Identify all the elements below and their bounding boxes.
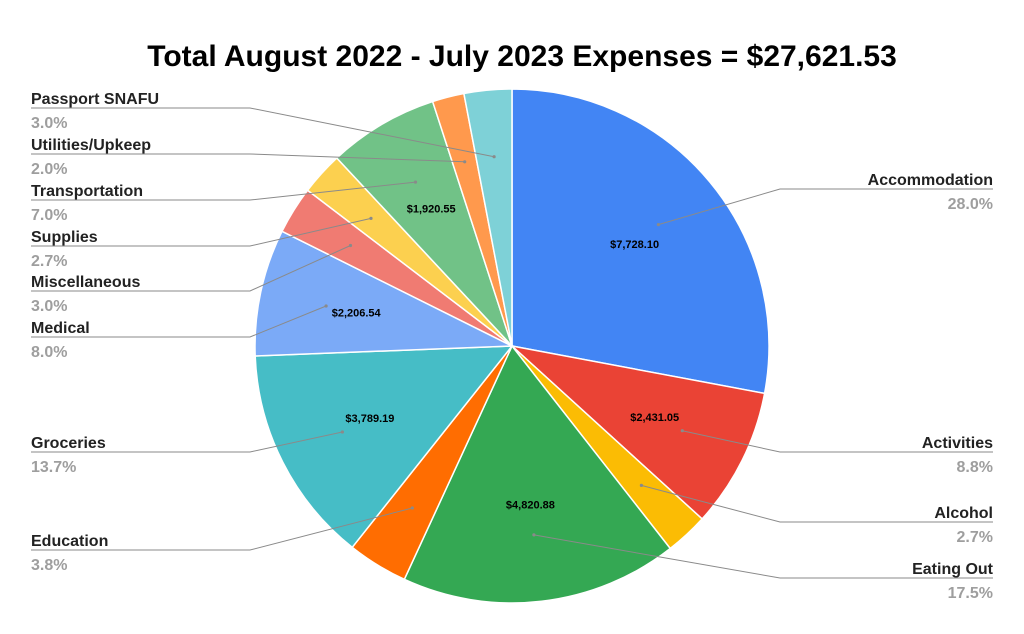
slice-value-label-accommodation: $7,728.10 xyxy=(610,239,659,251)
slice-groceries xyxy=(254,345,514,549)
leader-dot-transportation xyxy=(413,180,418,184)
leader-dot-accommodation xyxy=(656,223,661,227)
leader-dot-miscellaneous xyxy=(348,243,353,248)
callout-percent-passport-snafu: 3.0% xyxy=(31,115,67,132)
leader-line-alcohol xyxy=(641,484,993,523)
callout-name-utilities-upkeep: Utilities/Upkeep xyxy=(31,137,151,154)
slice-value-label-activities: $2,431.05 xyxy=(630,412,679,424)
slice-transportation xyxy=(335,100,513,347)
callout-percent-groceries: 13.7% xyxy=(31,459,76,476)
leader-dot-alcohol xyxy=(639,483,644,487)
slice-value-label-transportation: $1,920.55 xyxy=(407,204,456,216)
callout-name-groceries: Groceries xyxy=(31,435,106,452)
callout-name-education: Education xyxy=(31,533,108,550)
leader-line-medical xyxy=(31,305,327,338)
leader-dot-utilities-upkeep xyxy=(463,160,467,164)
callout-percent-activities: 8.8% xyxy=(957,459,993,476)
callout-name-accommodation: Accommodation xyxy=(868,172,993,189)
callout-percent-supplies: 2.7% xyxy=(31,253,67,270)
leader-dot-activities xyxy=(680,429,684,433)
pie-slices xyxy=(254,88,770,604)
leader-lines xyxy=(31,107,993,579)
leader-dot-eating-out xyxy=(532,533,536,537)
callout-name-supplies: Supplies xyxy=(31,229,98,246)
leader-line-transportation xyxy=(31,181,416,201)
slice-value-label-medical: $2,206.54 xyxy=(332,308,382,320)
callout-name-eating-out: Eating Out xyxy=(912,561,994,578)
callout-percent-accommodation: 28.0% xyxy=(948,196,993,213)
callout-percent-transportation: 7.0% xyxy=(31,207,67,224)
callout-name-alcohol: Alcohol xyxy=(934,505,993,522)
callout-labels: Accommodation 28.0% Activities 8.8% Alcohol 2… xyxy=(31,91,994,602)
callout-percent-education: 3.8% xyxy=(31,557,67,574)
leader-line-passport-snafu xyxy=(31,107,495,158)
callout-name-miscellaneous: Miscellaneous xyxy=(31,274,140,291)
slice-value-label-eating-out: $4,820.88 xyxy=(506,499,555,511)
leader-line-education xyxy=(31,507,413,551)
slice-value-label-groceries: $3,789.19 xyxy=(345,413,394,425)
leader-dot-education xyxy=(410,506,414,510)
callout-percent-eating-out: 17.5% xyxy=(948,585,993,602)
callout-percent-miscellaneous: 3.0% xyxy=(31,298,67,315)
leader-dot-groceries xyxy=(340,430,344,434)
leader-dot-medical xyxy=(324,304,328,308)
callout-name-transportation: Transportation xyxy=(31,183,143,200)
callout-name-activities: Activities xyxy=(922,435,993,452)
leader-line-eating-out xyxy=(533,534,993,579)
chart-title: Total August 2022 - July 2023 Expenses =… xyxy=(147,40,897,73)
slice-accommodation xyxy=(511,88,770,395)
callout-percent-alcohol: 2.7% xyxy=(957,529,993,546)
leader-line-activities xyxy=(682,430,993,453)
leader-line-groceries xyxy=(31,431,343,453)
slice-medical xyxy=(254,230,513,357)
leader-line-utilities-upkeep xyxy=(31,153,465,163)
slice-activities xyxy=(509,344,766,520)
callout-name-passport-snafu: Passport SNAFU xyxy=(31,91,159,108)
callout-name-medical: Medical xyxy=(31,320,90,337)
leader-line-miscellaneous xyxy=(31,245,351,292)
leader-line-supplies xyxy=(31,217,372,247)
slice-value-labels: $7,728.10 $2,431.05 $4,820.88 $3,789.19 $2,2… xyxy=(332,204,679,512)
callout-percent-medical: 8.0% xyxy=(31,344,67,361)
leader-dot-supplies xyxy=(369,216,373,220)
callout-percent-utilities-upkeep: 2.0% xyxy=(31,161,67,178)
leader-dot-passport-snafu xyxy=(492,155,496,159)
slice-eating-out xyxy=(403,344,672,604)
leader-line-accommodation xyxy=(658,188,993,226)
